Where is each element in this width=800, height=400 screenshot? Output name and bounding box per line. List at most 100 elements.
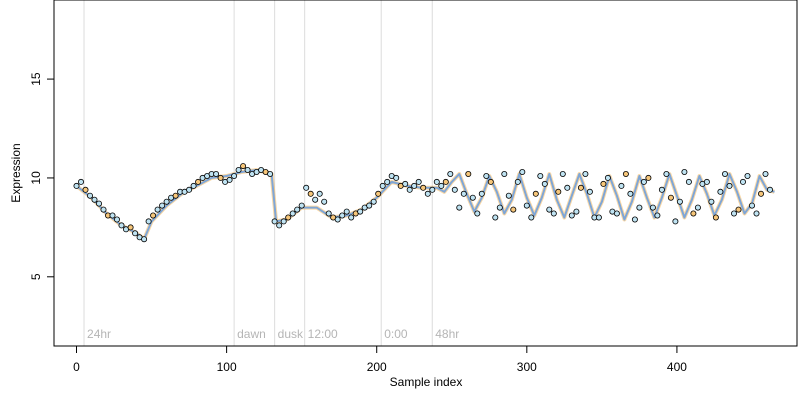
data-point: [505, 192, 512, 199]
data-point: [586, 188, 593, 195]
data-point: [271, 218, 278, 225]
data-point: [294, 206, 301, 213]
data-point: [438, 182, 445, 189]
data-point: [82, 186, 89, 193]
data-point: [150, 212, 157, 219]
data-point: [460, 190, 467, 197]
data-point: [555, 188, 562, 195]
x-axis: 0 100 200 300 400: [73, 346, 687, 374]
data-point: [190, 182, 197, 189]
data-point: [217, 174, 224, 181]
data-point: [636, 204, 643, 211]
data-point: [213, 170, 220, 177]
data-point: [118, 222, 125, 229]
data-point: [195, 178, 202, 185]
data-point: [289, 210, 296, 217]
data-point: [523, 202, 530, 209]
data-point: [690, 210, 697, 217]
data-point: [658, 186, 665, 193]
data-point: [100, 206, 107, 213]
data-point: [618, 182, 625, 189]
data-point: [600, 180, 607, 187]
y-tick-label: 5: [29, 273, 43, 280]
data-point: [186, 186, 193, 193]
data-point: [159, 202, 166, 209]
data-point: [343, 208, 350, 215]
data-point: [109, 212, 116, 219]
data-point: [451, 186, 458, 193]
data-point: [280, 218, 287, 225]
data-point: [478, 190, 485, 197]
data-point: [276, 222, 283, 229]
data-point: [321, 198, 328, 205]
data-point: [559, 170, 566, 177]
fitted-curve: [75, 168, 776, 242]
data-point: [334, 216, 341, 223]
data-point: [731, 210, 738, 217]
data-point: [402, 180, 409, 187]
data-point: [496, 204, 503, 211]
data-point: [307, 190, 314, 197]
data-point: [163, 198, 170, 205]
data-point: [415, 178, 422, 185]
data-point: [613, 210, 620, 217]
data-point: [298, 202, 305, 209]
data-point: [717, 188, 724, 195]
data-point: [595, 214, 602, 221]
data-point: [654, 212, 661, 219]
data-point: [366, 202, 373, 209]
data-point: [424, 190, 431, 197]
data-point: [744, 172, 751, 179]
data-point: [550, 210, 557, 217]
data-point: [375, 190, 382, 197]
data-point: [681, 168, 688, 175]
x-tick-label: 0: [73, 360, 80, 374]
data-point: [96, 200, 103, 207]
data-point: [465, 170, 472, 177]
data-point: [406, 186, 413, 193]
data-point: [370, 198, 377, 205]
data-point: [627, 190, 634, 197]
data-point: [240, 163, 247, 170]
x-tick-label: 100: [217, 360, 237, 374]
data-point: [672, 218, 679, 225]
data-point: [154, 206, 161, 213]
data-point: [546, 206, 553, 213]
data-point: [267, 170, 274, 177]
data-point: [663, 170, 670, 177]
data-point: [433, 178, 440, 185]
plot-frame: [53, 0, 798, 347]
y-tick-label: 10: [29, 171, 43, 185]
data-point: [442, 178, 449, 185]
data-point: [303, 184, 310, 191]
data-points: [73, 163, 774, 243]
x-tick-label: 300: [517, 360, 537, 374]
data-point: [429, 186, 436, 193]
data-point: [573, 208, 580, 215]
data-point: [469, 194, 476, 201]
data-point: [78, 178, 85, 185]
y-axis-title: Expression: [9, 143, 23, 202]
marker-label: dusk: [278, 327, 304, 341]
data-point: [568, 212, 575, 219]
data-point: [537, 172, 544, 179]
data-point: [528, 214, 535, 221]
data-point: [91, 196, 98, 203]
data-point: [132, 230, 139, 237]
data-point: [312, 196, 319, 203]
data-point: [456, 204, 463, 211]
data-point: [235, 166, 242, 173]
data-point: [740, 178, 747, 185]
data-point: [722, 170, 729, 177]
data-point: [532, 190, 539, 197]
data-point: [384, 178, 391, 185]
x-axis-title: Sample index: [390, 375, 463, 389]
data-point: [667, 194, 674, 201]
data-point: [226, 176, 233, 183]
y-axis: 5 10 15: [29, 72, 54, 280]
data-point: [767, 186, 774, 193]
vertical-markers: 24hr dawn dusk 12:00 0:00 48hr: [83, 0, 459, 346]
data-point: [735, 206, 742, 213]
data-point: [348, 214, 355, 221]
